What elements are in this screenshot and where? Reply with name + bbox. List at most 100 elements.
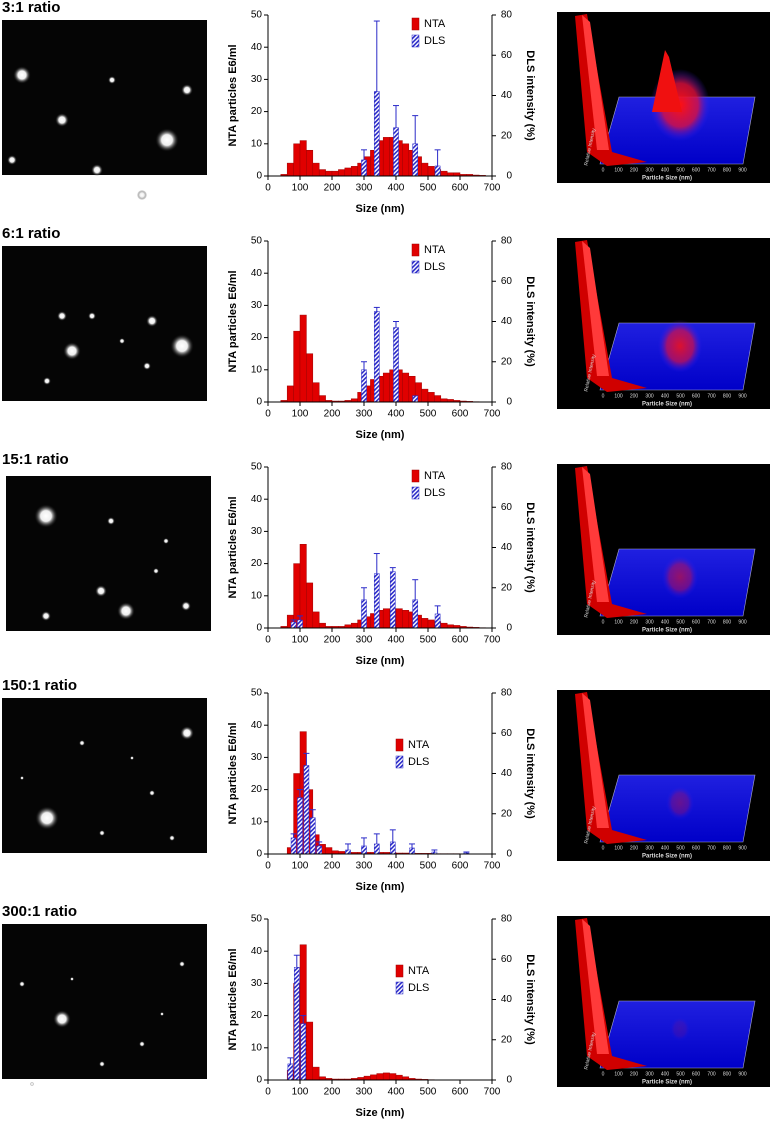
x-tick-label: 100 [292, 635, 309, 646]
nta-bar [370, 1074, 378, 1081]
surface-tick-label: 900 [738, 167, 747, 173]
y2-tick-label: 60 [501, 50, 513, 61]
surface-tick-label: 800 [723, 393, 732, 399]
nta-bar [421, 618, 429, 629]
axes [267, 15, 493, 177]
particle-spot [7, 155, 17, 165]
surface-tick-label: 0 [602, 845, 605, 851]
particle-spot [63, 342, 81, 360]
y2-tick-label: 80 [501, 10, 513, 21]
y-tick-label: 50 [251, 462, 263, 473]
dls-bar [297, 619, 303, 629]
dls-bar [297, 797, 303, 855]
legend-label: NTA [408, 965, 430, 977]
x-tick-label: 400 [388, 1087, 405, 1098]
particle-spot [95, 585, 107, 597]
nta-bar [440, 170, 448, 177]
surface-tick-label: 300 [645, 167, 654, 173]
particle-spot [70, 977, 74, 981]
surface-tick-label: 200 [630, 393, 639, 399]
nta-bar [312, 162, 320, 177]
nta-bar [440, 622, 448, 629]
surface-tick-label: 700 [707, 167, 716, 173]
x-tick-label: 300 [356, 635, 373, 646]
x-tick-label: 600 [452, 1087, 469, 1098]
dls-bar [373, 843, 380, 855]
surface-tick-label: 700 [707, 393, 716, 399]
x-tick-label: 600 [452, 183, 469, 194]
nta-bar [286, 162, 294, 177]
surface-peak [670, 1017, 690, 1041]
particle-spot [119, 338, 125, 344]
y2-tick-label: 60 [501, 276, 513, 287]
dls-bar [393, 127, 399, 177]
panel-title: 150:1 ratio [2, 677, 77, 694]
particle-spot [88, 312, 96, 320]
x-tick-label: 100 [292, 1087, 309, 1098]
particle-spot [30, 1082, 34, 1086]
particle-spot [57, 311, 67, 321]
surface-tick-label: 400 [661, 619, 670, 625]
particle-spot [41, 611, 51, 621]
legend-label: DLS [408, 982, 429, 994]
nta-bar [395, 1074, 403, 1081]
surface-tick-label: 900 [738, 393, 747, 399]
microscope-image [2, 698, 207, 853]
surface-tick-label: 700 [707, 1071, 716, 1077]
y-tick-label: 40 [251, 720, 263, 731]
nta-bar [363, 1075, 371, 1081]
y-tick-label: 30 [251, 978, 263, 989]
surface-tick-label: 200 [630, 1071, 639, 1077]
x-tick-label: 200 [324, 1087, 341, 1098]
nta-bar [376, 1073, 384, 1081]
particle-spot [117, 602, 135, 620]
nta-bar [286, 385, 294, 403]
legend-swatch [411, 17, 420, 31]
nta-bar [318, 622, 326, 629]
legend-swatch [411, 243, 420, 257]
y-tick-label: 40 [251, 494, 263, 505]
y-tick-label: 30 [251, 526, 263, 537]
particle-spot [146, 315, 158, 327]
legend-label: NTA [424, 470, 446, 482]
y2-axis-label: DLS intensity (%) [524, 502, 536, 593]
nta-bar [338, 169, 346, 177]
y-tick-label: 40 [251, 268, 263, 279]
legend-swatch [411, 260, 420, 274]
x-tick-label: 400 [388, 409, 405, 420]
surface-tick-label: 300 [645, 619, 654, 625]
x-tick-label: 400 [388, 861, 405, 872]
surface-peak [652, 50, 682, 112]
dls-bar [293, 967, 300, 1081]
nta-bar [382, 372, 390, 403]
microscope-image [6, 476, 211, 631]
x-tick-label: 600 [452, 635, 469, 646]
legend-label: DLS [424, 487, 445, 499]
x-tick-label: 500 [420, 409, 437, 420]
dls-bar [434, 165, 441, 177]
surface-tick-label: 400 [661, 393, 670, 399]
dls-bar [409, 847, 415, 855]
nta-bar [318, 169, 326, 177]
dls-bar [361, 159, 367, 177]
dls-bar [287, 1063, 294, 1081]
nta-bar [299, 314, 307, 403]
dls-bar [303, 765, 310, 855]
legend-swatch [411, 469, 420, 483]
axes [267, 919, 493, 1081]
particle-spot [91, 164, 103, 176]
nta-bar [306, 353, 314, 403]
x-tick-label: 200 [324, 861, 341, 872]
y-axis-label: NTA particles E6/ml [227, 496, 239, 598]
y-axis-label: NTA particles E6/ml [227, 44, 239, 146]
surface-peak [658, 319, 702, 373]
legend-swatch [411, 486, 420, 500]
dls-bar [309, 817, 316, 855]
y-tick-label: 30 [251, 74, 263, 85]
x-axis-label: Size (nm) [356, 655, 405, 667]
particle-spot [181, 601, 191, 611]
y2-tick-label: 80 [501, 462, 513, 473]
dls-bar [373, 91, 380, 177]
x-tick-label: 700 [484, 409, 501, 420]
